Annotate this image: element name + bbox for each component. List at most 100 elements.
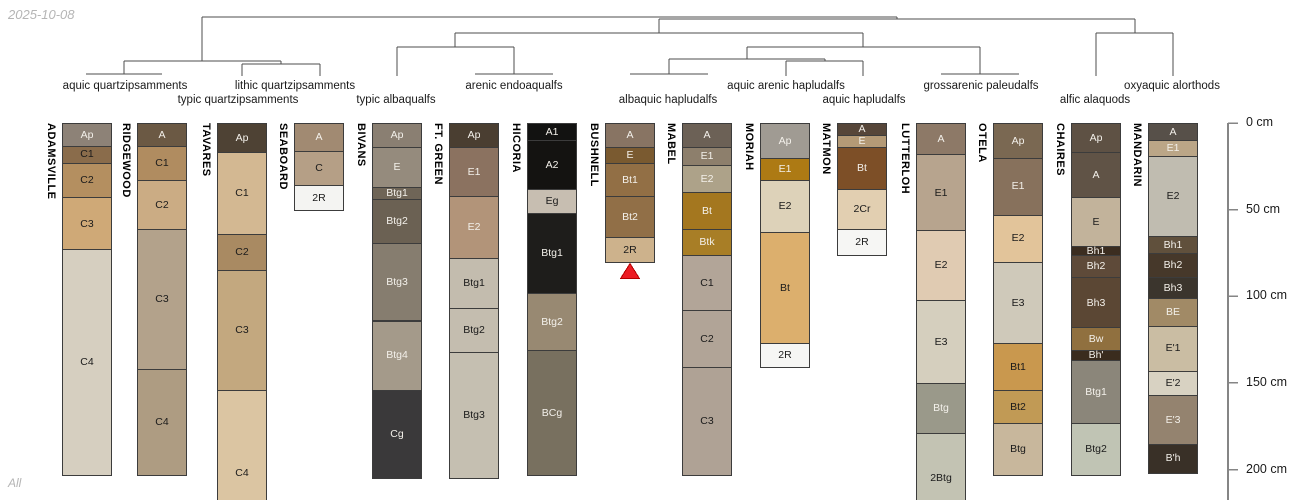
horizon-label: Bw xyxy=(1088,332,1104,345)
horizon-label: E1 xyxy=(1011,180,1025,193)
taxon-label: aquic arenic hapludalfs xyxy=(727,80,845,92)
horizon-label: 2R xyxy=(623,243,637,256)
depth-axis-tick-label: 50 cm xyxy=(1246,201,1281,216)
horizon-label: Bt1 xyxy=(1010,360,1026,373)
horizon-block: Btg1 xyxy=(1071,360,1121,424)
horizon-block: E xyxy=(605,147,655,164)
horizon-label: Btg xyxy=(933,402,949,415)
horizon-block: E1 xyxy=(760,157,810,182)
horizon-label: Btg3 xyxy=(386,275,408,288)
horizon-label: Bt xyxy=(780,281,790,294)
horizon-label: BE xyxy=(1165,306,1180,319)
profile-name-label: OTELA xyxy=(976,123,988,163)
horizon-block: Bh1 xyxy=(1148,235,1198,254)
horizon-block: C2 xyxy=(682,310,732,369)
horizon-label: E'2 xyxy=(1165,377,1181,390)
horizon-block: A1 xyxy=(527,123,577,142)
horizon-block: 2Cr xyxy=(837,188,887,230)
horizon-block: E3 xyxy=(993,261,1043,345)
profile-name-label: BIVANS xyxy=(355,123,367,167)
horizon-label: BCg xyxy=(541,406,563,419)
horizon-label: Bh3 xyxy=(1086,296,1106,309)
horizon-block: E'1 xyxy=(1148,325,1198,372)
horizon-block: Btk xyxy=(682,228,732,256)
horizon-label: C3 xyxy=(80,217,94,230)
horizon-block: E xyxy=(372,147,422,189)
profile-name-label: SEABOARD xyxy=(277,123,289,190)
horizon-block: Bh2 xyxy=(1148,252,1198,279)
profile-name-label: FT. GREEN xyxy=(432,123,444,185)
horizon-block: A xyxy=(605,123,655,149)
horizon-label: A xyxy=(315,131,323,144)
horizon-block: E1 xyxy=(916,154,966,232)
horizon-block: A xyxy=(137,123,187,147)
horizon-label: Bh1 xyxy=(1086,244,1106,257)
horizon-label: C4 xyxy=(155,416,169,429)
horizon-label: Bh2 xyxy=(1086,260,1106,273)
horizon-block: E2 xyxy=(449,195,499,260)
horizon-label: E xyxy=(626,149,634,162)
horizon-label: Bt xyxy=(702,204,712,217)
horizon-label: Btg1 xyxy=(541,247,563,260)
horizon-block: C3 xyxy=(682,367,732,476)
profile-name-label: MATMON xyxy=(820,123,832,175)
horizon-block: 2R xyxy=(760,343,810,369)
horizon-label: 2Cr xyxy=(853,203,871,215)
horizon-label: A xyxy=(858,123,866,136)
horizon-label: E'3 xyxy=(1165,413,1181,426)
horizon-block: E2 xyxy=(760,180,810,234)
horizon-label: A xyxy=(1092,169,1100,182)
profile-name-label: CHAIRES xyxy=(1054,123,1066,177)
horizon-label: E2 xyxy=(467,221,481,234)
horizon-block: Btg2 xyxy=(372,199,422,244)
horizon-label: E2 xyxy=(700,172,714,185)
horizon-block: Btg3 xyxy=(372,242,422,322)
horizon-block: Ap xyxy=(760,123,810,159)
horizon-label: Ap xyxy=(390,129,404,142)
taxon-label: albaquic hapludalfs xyxy=(618,94,718,106)
horizon-block: E'3 xyxy=(1148,395,1198,445)
date-annotation: 2025-10-08 xyxy=(8,7,75,22)
horizon-label: C2 xyxy=(700,332,714,345)
horizon-label: Btg2 xyxy=(463,324,485,337)
horizon-block: C1 xyxy=(682,254,732,312)
horizon-label: Btg2 xyxy=(1085,442,1107,455)
horizon-label: E2 xyxy=(1011,232,1025,245)
horizon-label: C1 xyxy=(235,187,249,200)
horizon-block: Ap xyxy=(217,123,267,154)
horizon-block: Bt1 xyxy=(605,162,655,197)
horizon-label: Ap xyxy=(467,129,481,142)
horizon-block: C4 xyxy=(62,249,112,476)
horizon-label: E2 xyxy=(1166,190,1180,202)
horizon-block: 2Btg xyxy=(916,433,966,500)
horizon-label: C3 xyxy=(235,324,249,337)
profile-name-label: BUSHNELL xyxy=(588,123,600,187)
horizon-label: C xyxy=(315,162,323,175)
horizon-label: Ap xyxy=(1011,134,1025,147)
horizon-block: E2 xyxy=(916,230,966,301)
horizon-block: A xyxy=(916,123,966,156)
horizon-label: E xyxy=(1092,215,1100,228)
horizon-block: Btg4 xyxy=(372,320,422,391)
profile-name-label: HICORIA xyxy=(510,123,522,173)
horizon-block: C3 xyxy=(62,197,112,251)
horizon-label: Bh1 xyxy=(1163,238,1183,251)
horizon-label: C2 xyxy=(80,174,94,187)
horizon-block: Btg xyxy=(916,382,966,435)
horizon-block: E2 xyxy=(1148,155,1198,237)
horizon-label: C1 xyxy=(155,157,169,170)
horizon-block: E2 xyxy=(682,164,732,194)
horizon-block: E1 xyxy=(449,147,499,197)
horizon-block: E1 xyxy=(682,147,732,166)
horizon-label: Btg1 xyxy=(386,187,408,200)
horizon-label: E'1 xyxy=(1165,342,1181,355)
profile-name-label: MANDARIN xyxy=(1131,123,1143,187)
horizon-block: C1 xyxy=(62,145,112,164)
horizon-label: C2 xyxy=(235,246,249,259)
horizon-block: Btg1 xyxy=(527,213,577,294)
horizon-label: A xyxy=(703,129,711,142)
horizon-block: E3 xyxy=(916,299,966,384)
footer-annotation: All xyxy=(8,476,22,490)
taxon-label: aquic hapludalfs xyxy=(822,94,906,106)
